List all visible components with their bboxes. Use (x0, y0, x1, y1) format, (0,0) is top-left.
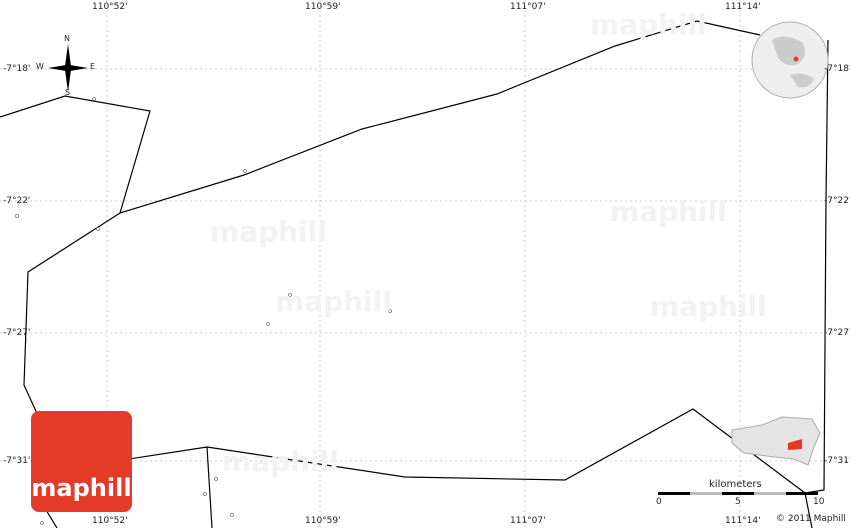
lat-label: -7°22' (824, 196, 850, 206)
compass-s: S (65, 88, 71, 97)
scale-unit: kilometers (709, 479, 762, 490)
lat-label: -7°27' (3, 328, 31, 338)
lat-label: -7°27' (824, 328, 850, 338)
lon-label: 110°52' (92, 2, 128, 12)
lon-label: 111°07' (510, 516, 546, 526)
lat-label: -7°18' (824, 64, 850, 74)
watermark: maphill (590, 8, 707, 41)
copyright: © 2011 Maphill (776, 514, 846, 524)
lat-label: -7°18' (3, 64, 31, 74)
scale-bar (658, 492, 818, 495)
watermark: maphill (210, 215, 327, 248)
region-inset (731, 416, 821, 466)
places (15, 97, 392, 525)
lon-label: 110°59' (305, 516, 341, 526)
compass-e: E (90, 62, 96, 71)
lon-label: 110°59' (305, 2, 341, 12)
scale-tick: 10 (813, 497, 825, 507)
lon-label: 110°52' (92, 516, 128, 526)
compass-n: N (64, 34, 70, 43)
lat-label: -7°31' (3, 456, 31, 466)
maphill-logo[interactable]: maphill (31, 411, 132, 512)
lon-label: 111°07' (510, 2, 546, 12)
compass-w: W (36, 62, 44, 71)
watermark: maphill (222, 445, 339, 478)
lon-label: 111°14' (725, 2, 761, 12)
scale-tick: 0 (656, 497, 662, 507)
compass-rose-icon (48, 44, 88, 92)
logo-text: maphill (31, 474, 132, 502)
watermark: maphill (275, 285, 392, 318)
watermark: maphill (650, 290, 767, 323)
lat-label: -7°31' (824, 456, 850, 466)
watermark: maphill (610, 195, 727, 228)
globe-inset-icon (751, 21, 829, 99)
lat-label: -7°22' (3, 196, 31, 206)
scale-tick: 5 (735, 497, 741, 507)
lon-label: 111°14' (725, 516, 761, 526)
